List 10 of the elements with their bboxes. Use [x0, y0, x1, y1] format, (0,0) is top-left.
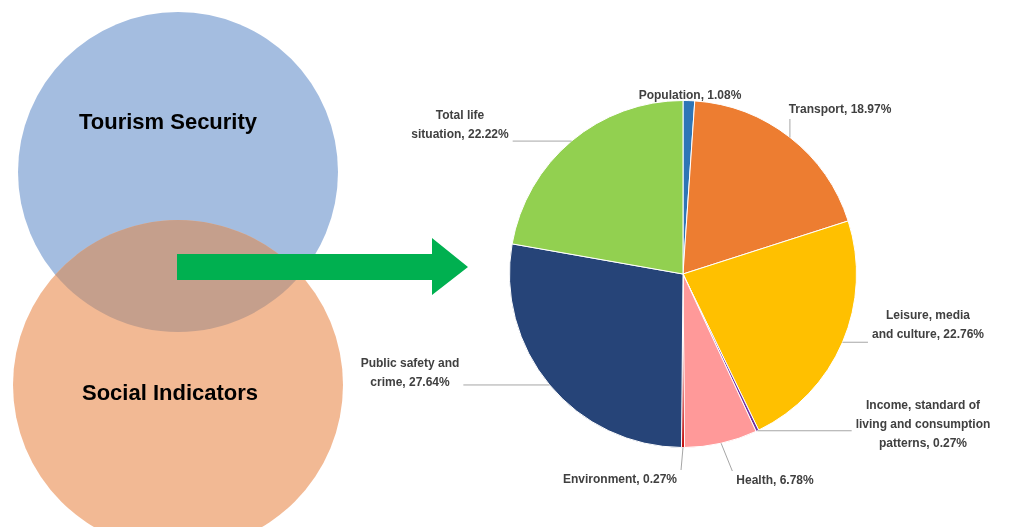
slice-label: Transport, 18.97%: [788, 102, 892, 117]
slice-label: Total life situation, 22.22%: [411, 108, 510, 142]
text: Social Indicators: [81, 380, 259, 406]
slice-label: Income, standard of living and consumption patterns, 0.27%: [855, 398, 991, 451]
slice-label: Public safety and crime, 27.64%: [360, 356, 460, 390]
slice-label: Population, 1.08%: [638, 88, 742, 103]
slice-label: Leisure, media and culture, 22.76%: [871, 308, 985, 342]
slice-label: Environment, 0.27%: [562, 472, 678, 487]
text: Tourism Security: [78, 109, 258, 135]
slice-label: Health, 6.78%: [736, 473, 815, 488]
